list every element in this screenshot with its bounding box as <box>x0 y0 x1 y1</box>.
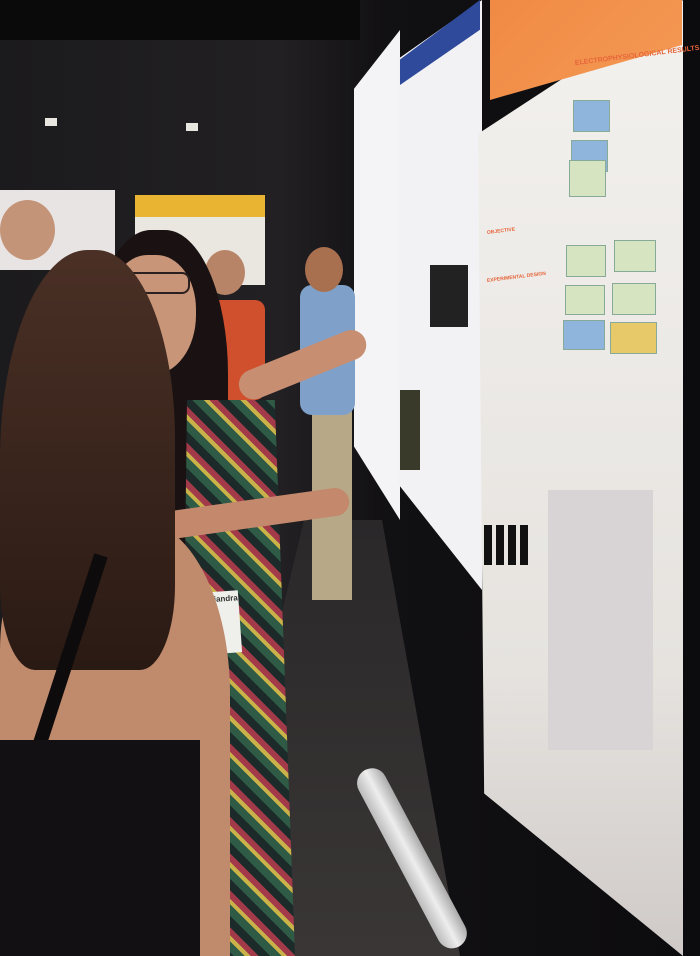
poster-plot <box>565 285 605 315</box>
poster-plot <box>573 100 610 132</box>
poster-plot <box>569 160 606 197</box>
foreground-black-top <box>0 740 200 956</box>
ceiling-light <box>45 118 57 126</box>
poster-plot <box>614 240 656 272</box>
far-poster-header <box>135 195 265 217</box>
poster-plot <box>566 245 606 277</box>
poster-diagram <box>548 490 653 750</box>
poster-third <box>354 30 400 520</box>
poster-squares <box>484 525 529 565</box>
ceiling <box>0 0 360 40</box>
poster-plot <box>563 320 605 350</box>
partial-person <box>0 200 55 260</box>
poster-plot <box>612 283 656 315</box>
ceiling-light <box>186 123 198 131</box>
man-head <box>305 247 343 292</box>
poster-plot <box>610 322 657 354</box>
poster-figure <box>400 390 420 470</box>
poster-brain-image <box>430 265 468 327</box>
